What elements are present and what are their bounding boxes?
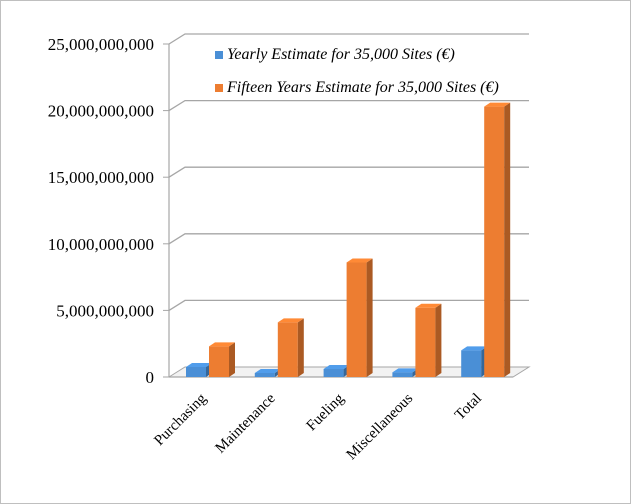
gridline — [168, 33, 529, 45]
bar-front — [392, 372, 413, 377]
legend-label: Yearly Estimate for 35,000 Sites (€) — [227, 46, 455, 63]
bar — [209, 342, 235, 377]
bar-top — [461, 346, 488, 351]
bar-front — [323, 369, 344, 377]
y-tick-label: 0 — [146, 368, 155, 387]
y-tick-label: 5,000,000,000 — [56, 301, 154, 320]
legend: Yearly Estimate for 35,000 Sites (€) Fift… — [215, 46, 499, 96]
gridline — [168, 99, 529, 112]
bar — [323, 365, 350, 377]
bar-top — [186, 363, 212, 368]
bar — [186, 363, 212, 377]
y-tick-label: 25,000,000,000 — [48, 35, 154, 54]
bar-front — [254, 373, 275, 377]
bar-side — [229, 342, 235, 377]
y-tick-label: 15,000,000,000 — [48, 168, 154, 187]
gridline — [168, 166, 529, 178]
bar-top — [484, 102, 511, 107]
x-axis-categories: Purchasing Maintenance FuelingMiscellaneou… — [151, 390, 485, 463]
y-tick-label: 20,000,000,000 — [48, 102, 154, 121]
gridline — [168, 299, 529, 311]
bar-front — [415, 307, 436, 377]
x-category-label: Purchasing — [151, 390, 210, 449]
bar — [461, 346, 488, 377]
y-tick-label: 10,000,000,000 — [48, 235, 154, 254]
x-category-label: Miscellaneous — [344, 390, 417, 463]
bar — [277, 318, 304, 377]
bar — [484, 102, 511, 377]
legend-swatch — [215, 51, 223, 59]
bar — [346, 258, 373, 377]
bar-front — [186, 367, 206, 377]
bar-front — [461, 350, 482, 377]
legend-label: Fifteen Years Estimate for 35,000 Sites … — [226, 79, 499, 96]
bar-side — [297, 318, 304, 377]
bar — [415, 303, 442, 377]
gridline — [168, 233, 529, 245]
bar-top — [415, 303, 442, 308]
bar-top — [277, 318, 304, 323]
bars — [186, 102, 511, 377]
x-category-label: Maintenance — [213, 390, 279, 456]
y-axis-ticks: 0 5,000,000,000 10,000,000,000 15,000,000,0… — [48, 35, 154, 387]
bar-side — [504, 102, 511, 377]
bar-top — [323, 365, 350, 370]
bar-top — [254, 369, 281, 374]
bar-side — [366, 258, 373, 377]
bar-front — [277, 322, 298, 377]
gridlines — [163, 33, 529, 378]
legend-swatch — [215, 84, 223, 92]
bar-side — [435, 303, 442, 377]
x-category-label: Total — [452, 391, 485, 424]
bar-top — [346, 258, 373, 263]
bar-top — [209, 342, 235, 347]
bar-front — [209, 346, 229, 377]
bar-top — [392, 368, 419, 373]
bar-front — [484, 106, 505, 377]
bar-front — [346, 262, 367, 377]
x-category-label: Fueling — [304, 390, 348, 434]
